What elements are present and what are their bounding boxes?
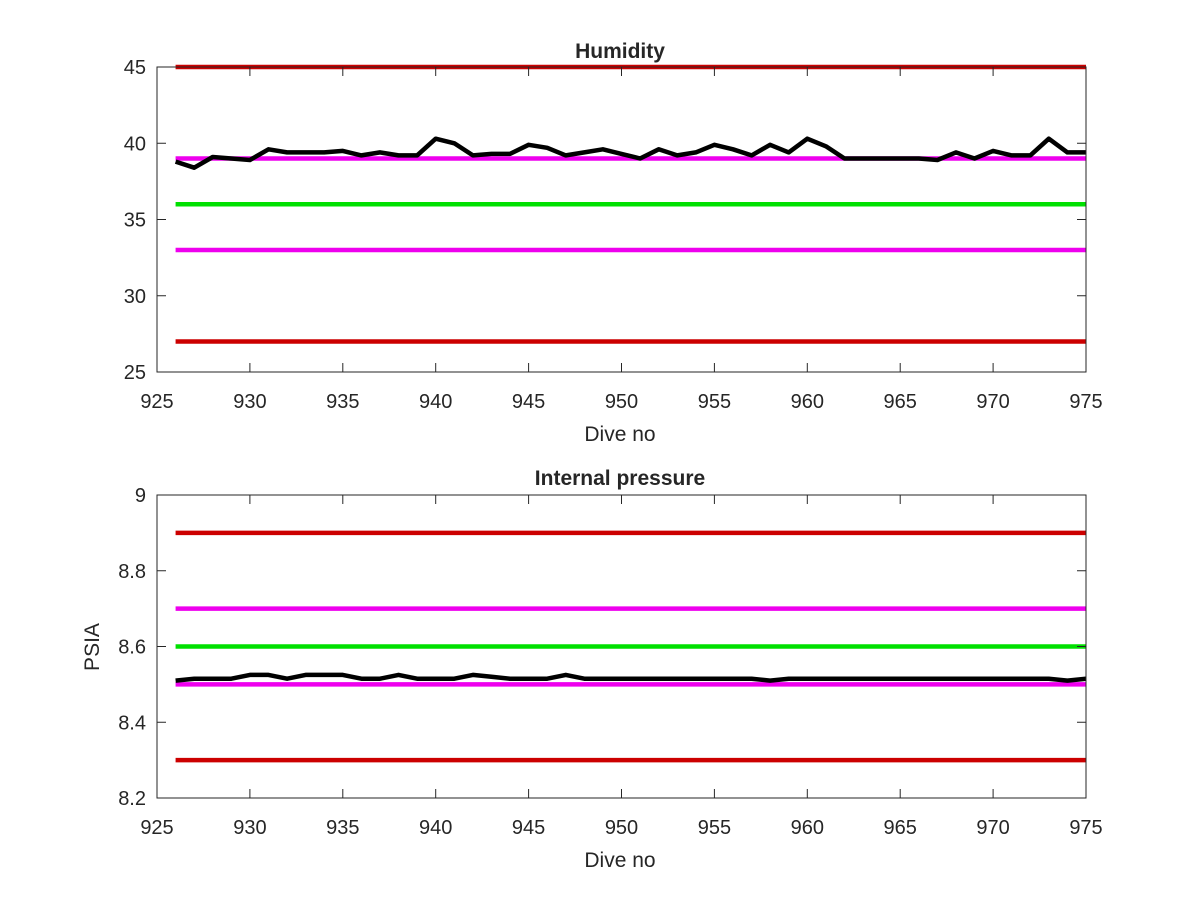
pressure-series-line (175, 672, 1087, 683)
humidity-x-tick-label: 935 (326, 391, 359, 413)
humidity-y-tick-label: 35 (124, 210, 146, 232)
humidity-title: Humidity (575, 40, 665, 63)
pressure-x-tick-label: 930 (233, 817, 266, 839)
humidity-x-tick-label: 940 (419, 391, 452, 413)
pressure-y-tick-label: 9 (135, 485, 146, 507)
humidity-y-tick-label: 45 (124, 57, 146, 79)
humidity-axes-box (156, 66, 1087, 373)
pressure-x-tick-label: 950 (605, 817, 638, 839)
pressure-x-tick-label: 935 (326, 817, 359, 839)
pressure-y-tick-label: 8.8 (118, 561, 146, 583)
humidity-y-tick-label: 40 (124, 133, 146, 155)
humidity-y-tick-label: 30 (124, 286, 146, 308)
pressure-x-tick-label: 960 (791, 817, 824, 839)
pressure-x-tick-label: 965 (884, 817, 917, 839)
pressure-y-tick-label: 8.2 (118, 788, 146, 810)
humidity-y-tick-label: 25 (124, 362, 146, 384)
humidity-x-tick-label: 945 (512, 391, 545, 413)
humidity-x-tick-label: 965 (884, 391, 917, 413)
pressure-title: Internal pressure (535, 467, 705, 490)
pressure-y-tick-label: 8.6 (118, 637, 146, 659)
pressure-xlabel: Dive no (584, 849, 655, 872)
humidity-xlabel: Dive no (584, 423, 655, 446)
humidity-x-tick-label: 930 (233, 391, 266, 413)
humidity-series-line (174, 136, 1086, 170)
humidity-x-tick-label: 950 (605, 391, 638, 413)
humidity-x-tick-label: 975 (1069, 391, 1102, 413)
pressure-x-tick-label: 945 (512, 817, 545, 839)
pressure-y-tick-label: 8.4 (118, 712, 146, 734)
humidity-x-tick-label: 960 (791, 391, 824, 413)
pressure-x-tick-label: 940 (419, 817, 452, 839)
pressure-x-tick-label: 975 (1069, 817, 1102, 839)
humidity-x-tick-label: 925 (140, 391, 173, 413)
pressure-plot: Internal pressure Dive no PSIA 925 930 935… (81, 467, 1103, 872)
humidity-x-tick-label: 970 (976, 391, 1009, 413)
pressure-x-tick-label: 955 (698, 817, 731, 839)
pressure-x-tick-label: 925 (140, 817, 173, 839)
pressure-x-tick-label: 970 (976, 817, 1009, 839)
humidity-plot: Humidity Dive no 925 930 935 940 945 950 955 96… (124, 40, 1103, 446)
pressure-ylabel: PSIA (81, 623, 104, 671)
humidity-x-tick-label: 955 (698, 391, 731, 413)
